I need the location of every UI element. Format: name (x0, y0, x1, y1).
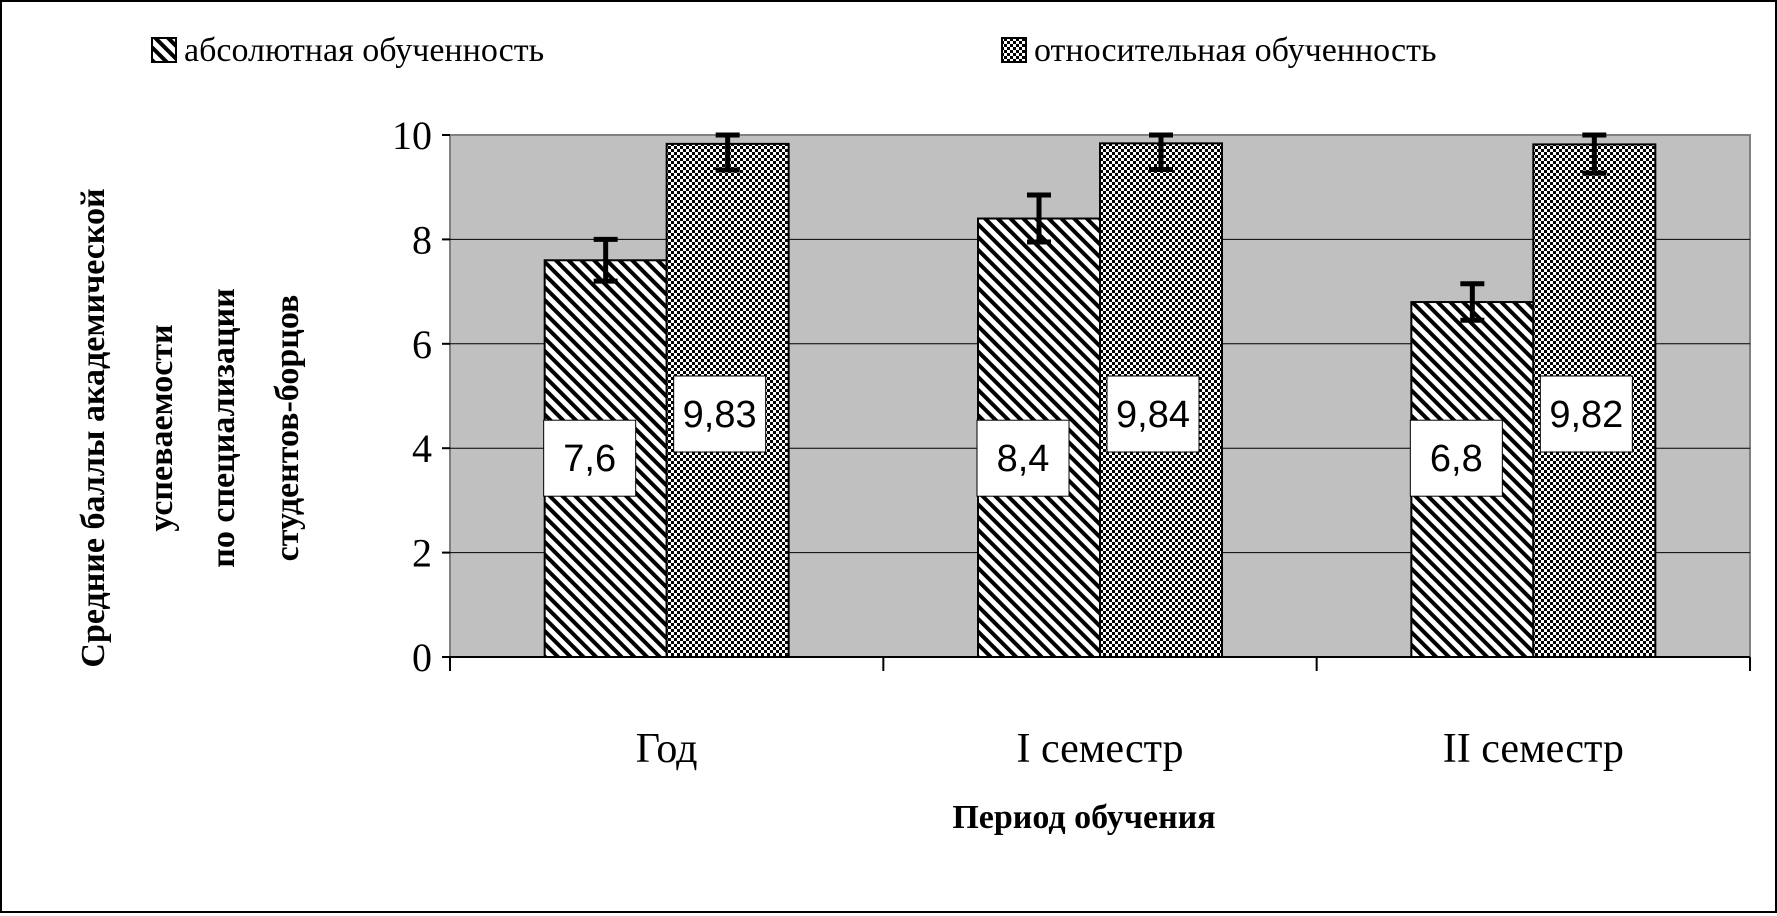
data-label: 6,8 (1409, 419, 1503, 497)
data-label: 7,6 (543, 419, 637, 497)
x-category-label: Год (636, 726, 698, 772)
y-tick-label: 6 (412, 322, 432, 367)
y-tick-label: 4 (412, 426, 432, 471)
svg-text:9,83: 9,83 (683, 394, 757, 436)
x-category-label: I семестр (1016, 726, 1183, 772)
svg-text:7,6: 7,6 (563, 438, 616, 480)
data-labels: 7,6 9,83 8,4 9,84 6,8 9,82 (543, 375, 1633, 497)
data-label: 9,83 (673, 375, 767, 453)
svg-text:8,4: 8,4 (997, 438, 1050, 480)
x-axis (449, 656, 1751, 671)
error-bar (593, 236, 618, 284)
legend-swatch-absolute (151, 37, 177, 63)
y-tick-label: 10 (392, 113, 432, 158)
y-tick-label: 0 (412, 635, 432, 680)
y-axis-title-line: успеваемости (143, 324, 180, 531)
error-bar (1460, 281, 1485, 323)
error-bar (715, 132, 740, 173)
error-bar (1027, 192, 1051, 245)
legend-label-absolute: абсолютная обученность (184, 32, 544, 69)
data-label: 8,4 (976, 419, 1070, 497)
y-axis-title: Средние баллы академической успеваемости п… (75, 188, 306, 667)
legend: абсолютная обученность относительная обу… (151, 32, 1436, 69)
y-axis-title-line: Средние баллы академической (75, 188, 112, 667)
data-label: 9,84 (1106, 375, 1200, 453)
legend-item-relative: относительная обученность (1001, 32, 1436, 69)
svg-text:6,8: 6,8 (1430, 438, 1483, 480)
x-axis-title: Период обучения (952, 799, 1215, 836)
error-bar (1582, 132, 1607, 176)
data-label: 9,82 (1539, 375, 1633, 453)
legend-label-relative: относительная обученность (1034, 32, 1436, 69)
svg-text:9,82: 9,82 (1549, 394, 1623, 436)
y-axis-title-line: по специализации (205, 288, 242, 567)
error-bar (1149, 132, 1173, 172)
legend-item-absolute: абсолютная обученность (151, 32, 544, 69)
x-axis-category-labels: Год I семестр II семестр (636, 726, 1624, 772)
x-category-label: II семестр (1443, 726, 1624, 772)
y-tick-label: 2 (412, 531, 432, 576)
error-bars (593, 132, 1607, 323)
y-axis-tick-labels: 0 2 4 6 8 10 (392, 113, 432, 680)
legend-swatch-relative (1001, 37, 1027, 63)
svg-text:9,84: 9,84 (1116, 394, 1190, 436)
y-axis-title-line: студентов-борцов (269, 295, 306, 562)
y-tick-label: 8 (412, 217, 432, 262)
